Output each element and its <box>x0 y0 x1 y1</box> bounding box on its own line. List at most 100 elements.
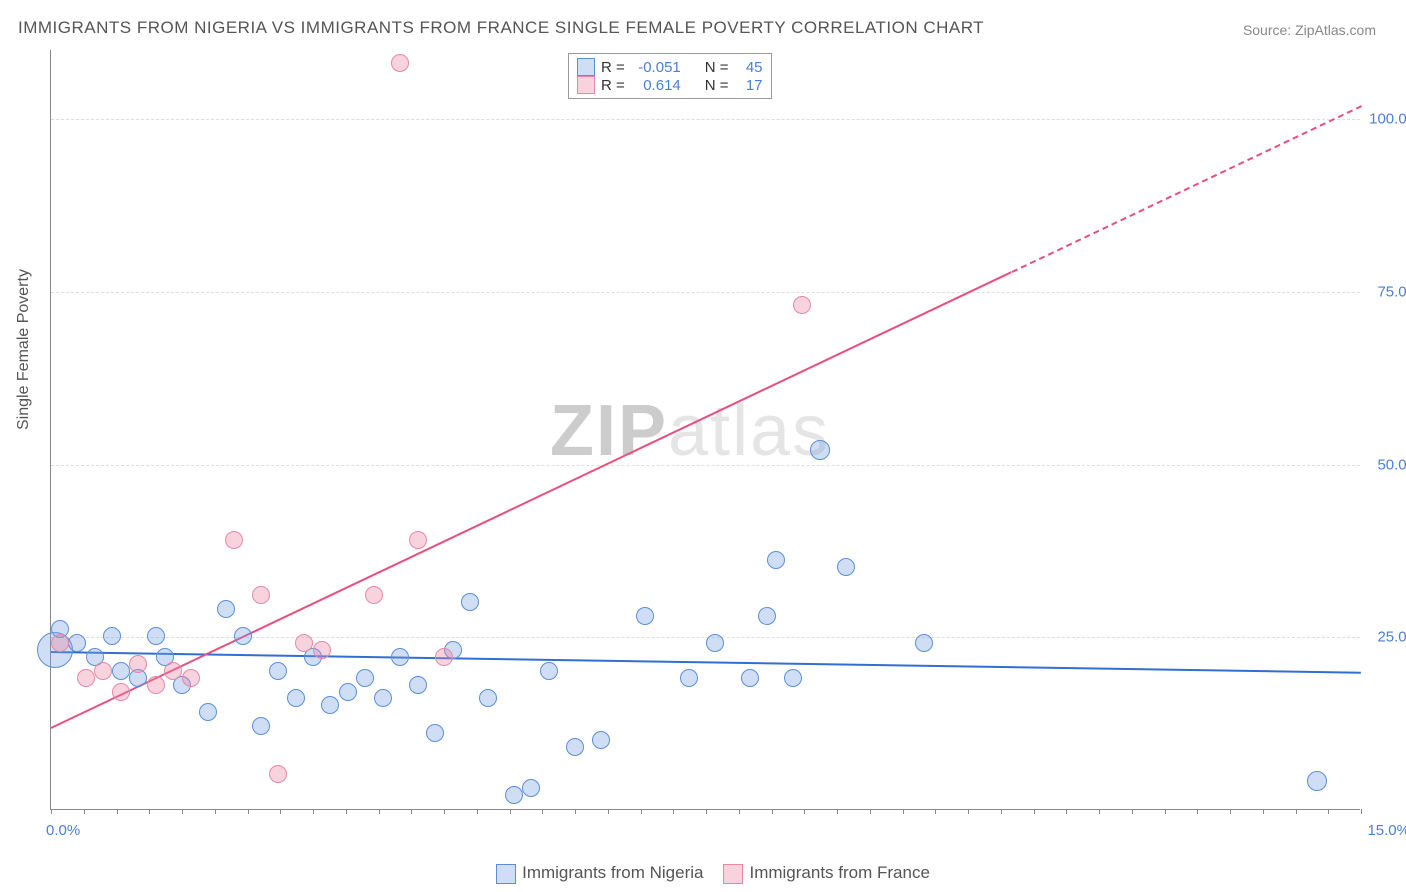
data-point <box>164 662 182 680</box>
grid-line <box>51 292 1360 293</box>
stat-row: R = 0.614 N = 17 <box>577 76 763 94</box>
data-point <box>77 669 95 687</box>
x-tick-mark <box>1099 809 1100 814</box>
x-tick-mark <box>477 809 478 814</box>
y-tick-label: 100.0% <box>1365 111 1406 128</box>
stat-row: R = -0.051 N = 45 <box>577 58 763 76</box>
x-tick-mark <box>837 809 838 814</box>
source-attribution: Source: ZipAtlas.com <box>1243 22 1376 38</box>
x-tick-mark <box>149 809 150 814</box>
x-tick-mark <box>1263 809 1264 814</box>
x-tick-mark <box>510 809 511 814</box>
x-tick-mark <box>1165 809 1166 814</box>
stat-n-label: N = <box>705 59 729 76</box>
data-point <box>269 662 287 680</box>
x-tick-mark <box>739 809 740 814</box>
data-point <box>94 662 112 680</box>
x-tick-mark <box>1132 809 1133 814</box>
regression-line <box>1011 105 1361 273</box>
legend-swatch <box>577 58 595 76</box>
x-tick-label: 0.0% <box>46 822 80 839</box>
x-tick-mark <box>1230 809 1231 814</box>
x-tick-mark <box>1066 809 1067 814</box>
x-tick-label: 15.0% <box>1367 822 1406 839</box>
x-tick-mark <box>379 809 380 814</box>
data-point <box>810 440 830 460</box>
y-axis-label: Single Female Poverty <box>15 269 33 430</box>
y-tick-label: 75.0% <box>1365 283 1406 300</box>
y-tick-label: 25.0% <box>1365 629 1406 646</box>
data-point <box>409 531 427 549</box>
x-tick-mark <box>346 809 347 814</box>
data-point <box>321 696 339 714</box>
x-tick-mark <box>1001 809 1002 814</box>
x-tick-mark <box>1361 809 1362 814</box>
data-point <box>915 634 933 652</box>
x-tick-mark <box>575 809 576 814</box>
x-tick-mark <box>641 809 642 814</box>
regression-line <box>51 651 1361 674</box>
x-tick-mark <box>313 809 314 814</box>
data-point <box>374 689 392 707</box>
data-point <box>68 634 86 652</box>
data-point <box>112 662 130 680</box>
data-point <box>479 689 497 707</box>
data-point <box>365 586 383 604</box>
x-tick-mark <box>1034 809 1035 814</box>
x-tick-mark <box>182 809 183 814</box>
data-point <box>147 676 165 694</box>
stat-r-value: 0.614 <box>631 77 681 94</box>
data-point <box>522 779 540 797</box>
data-point <box>566 738 584 756</box>
stat-r-value: -0.051 <box>631 59 681 76</box>
stat-r-label: R = <box>601 59 625 76</box>
data-point <box>793 296 811 314</box>
x-tick-mark <box>968 809 969 814</box>
data-point <box>112 683 130 701</box>
data-point <box>313 641 331 659</box>
bottom-legend: Immigrants from NigeriaImmigrants from F… <box>0 863 1406 884</box>
data-point <box>837 558 855 576</box>
x-tick-mark <box>215 809 216 814</box>
scatter-chart: R =-0.051N =45R =0.614N =17 25.0%50.0%75… <box>50 50 1360 810</box>
stat-n-value: 45 <box>735 59 763 76</box>
data-point <box>758 607 776 625</box>
data-point <box>269 765 287 783</box>
stat-n-label: N = <box>705 77 729 94</box>
stat-r-label: R = <box>601 77 625 94</box>
data-point <box>706 634 724 652</box>
x-tick-mark <box>673 809 674 814</box>
legend-label: Immigrants from Nigeria <box>522 863 703 882</box>
data-point <box>391 648 409 666</box>
stat-n-value: 17 <box>735 77 763 94</box>
x-tick-mark <box>804 809 805 814</box>
correlation-stat-box: R = -0.051 N = 45 R = 0.614 N = 17 <box>568 53 772 99</box>
x-tick-mark <box>542 809 543 814</box>
x-tick-mark <box>772 809 773 814</box>
y-tick-label: 50.0% <box>1365 456 1406 473</box>
x-tick-mark <box>280 809 281 814</box>
legend-swatch <box>577 76 595 94</box>
data-point <box>435 648 453 666</box>
data-point <box>182 669 200 687</box>
data-point <box>129 655 147 673</box>
data-point <box>339 683 357 701</box>
data-point <box>680 669 698 687</box>
data-point <box>540 662 558 680</box>
data-point <box>636 607 654 625</box>
legend-swatch <box>496 864 516 884</box>
grid-line <box>51 119 1360 120</box>
data-point <box>51 634 69 652</box>
x-tick-mark <box>1328 809 1329 814</box>
x-tick-mark <box>117 809 118 814</box>
data-point <box>217 600 235 618</box>
data-point <box>252 717 270 735</box>
data-point <box>356 669 374 687</box>
data-point <box>234 627 252 645</box>
x-tick-mark <box>870 809 871 814</box>
data-point <box>784 669 802 687</box>
data-point <box>252 586 270 604</box>
data-point <box>426 724 444 742</box>
x-tick-mark <box>935 809 936 814</box>
x-tick-mark <box>1197 809 1198 814</box>
